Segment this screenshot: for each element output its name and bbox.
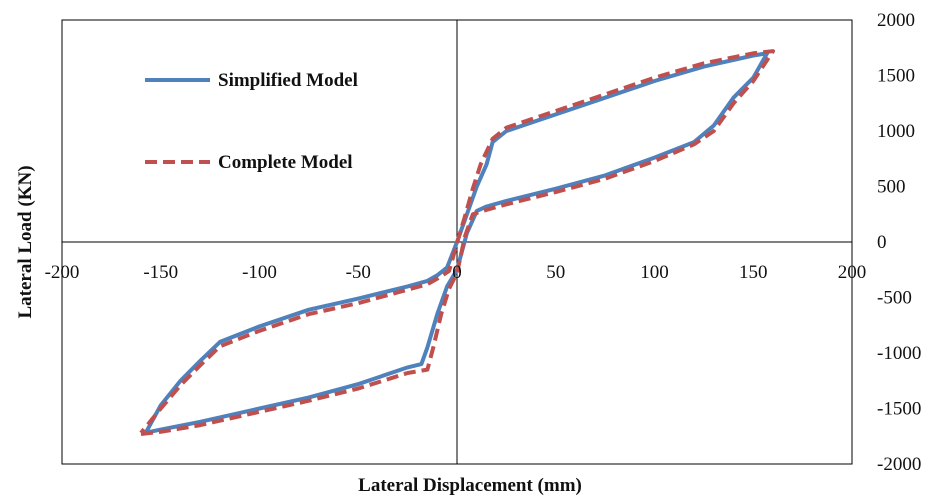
x-tick-label: -50 xyxy=(346,262,371,283)
x-tick-label: 200 xyxy=(838,262,867,283)
y-tick-label: -500 xyxy=(877,288,912,309)
y-tick-label: 1000 xyxy=(877,121,915,142)
legend: Simplified Model Complete Model xyxy=(145,70,358,173)
x-tick-label: 50 xyxy=(546,262,565,283)
y-tick-label: -1500 xyxy=(877,399,921,420)
x-tick-label: -200 xyxy=(45,262,80,283)
legend-label-simplified-model: Simplified Model xyxy=(218,70,358,91)
x-tick-label: -100 xyxy=(242,262,277,283)
y-tick-label: -1000 xyxy=(877,343,921,364)
series-line-complete-model xyxy=(139,49,775,436)
x-tick-label: 0 xyxy=(452,262,462,283)
y-axis-title: Lateral Load (KN) xyxy=(15,165,36,318)
y-tick-label: -2000 xyxy=(877,454,921,475)
x-axis-title: Lateral Displacement (mm) xyxy=(358,475,582,496)
x-tick-labels: -200 -150 -100 -50 0 50 100 150 200 xyxy=(45,262,867,283)
y-tick-labels: 2000 1500 1000 500 0 -500 -1000 -1500 -2000 xyxy=(877,10,921,475)
series-layer xyxy=(139,49,775,436)
y-tick-label: 500 xyxy=(877,177,906,198)
y-tick-label: 0 xyxy=(877,232,887,253)
x-tick-label: 100 xyxy=(640,262,669,283)
y-tick-label: 2000 xyxy=(877,10,915,31)
legend-label-complete-model: Complete Model xyxy=(218,152,353,173)
x-tick-label: -150 xyxy=(143,262,178,283)
y-tick-label: 1500 xyxy=(877,66,915,87)
x-tick-label: 150 xyxy=(739,262,768,283)
